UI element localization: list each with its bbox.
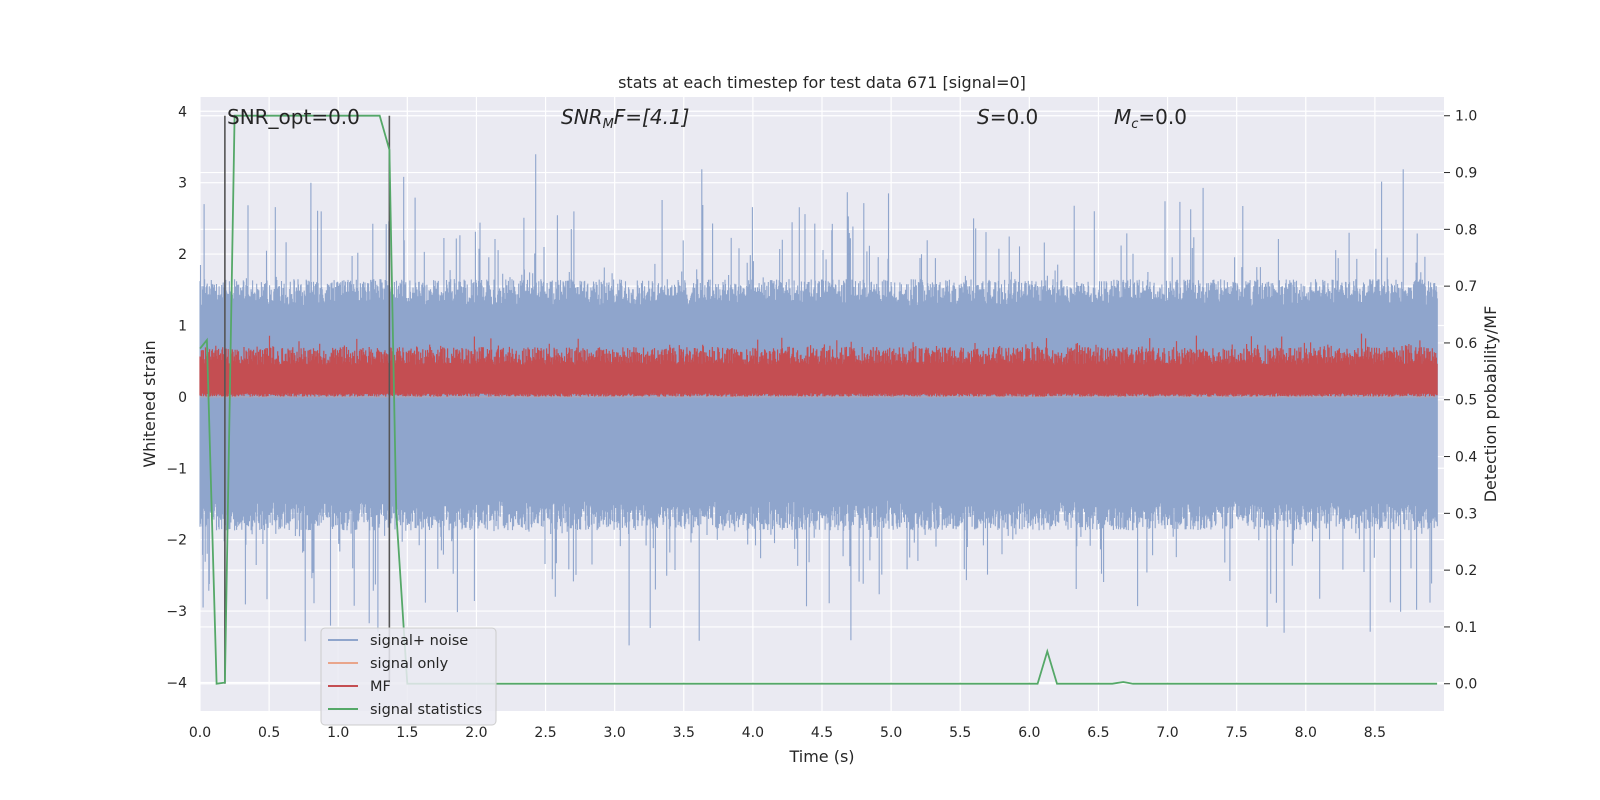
y-tick-label: 2 [178,247,187,263]
y2-tick-label: 0.7 [1455,279,1477,295]
signal-statistics-line [199,114,1438,685]
x-tick-label: 4.5 [811,725,833,741]
vertical-markers [224,115,391,684]
x-tick-label: 6.0 [1018,725,1040,741]
mf-line [199,333,1438,397]
y-axis-left-ticks: 4 3 2 1 0 −1 −2 −3 −4 [166,104,187,691]
y2-tick-label: 0.9 [1455,166,1477,182]
legend: signal+ noise signal only MF signal stat… [320,627,497,726]
legend-label-mf: MF [370,679,391,695]
x-tick-label: 0.5 [258,725,280,741]
annotation-snr-opt: SNR_opt=0.0 [227,105,360,129]
y2-tick-label: 0.5 [1455,393,1477,409]
x-tick-label: 3.0 [604,725,626,741]
x-tick-label: 7.0 [1156,725,1178,741]
y2-axis-label: Detection probability/MF [1481,306,1500,503]
x-tick-label: 5.5 [949,725,971,741]
legend-label-signal-only: signal only [370,656,449,672]
series-mf [199,333,1438,397]
y-tick-label: 1 [178,318,187,334]
legend-label-signal-statistics: signal statistics [370,702,482,718]
y2-tick-label: 0.1 [1455,620,1477,636]
x-tick-label: 4.0 [742,725,764,741]
chart-title: stats at each timestep for test data 671… [618,73,1026,92]
x-axis-ticks: 0.0 0.5 1.0 1.5 2.0 2.5 3.0 3.5 4.0 4.5 5.0 5.5 6.0 6… [189,725,1386,741]
x-tick-label: 0.0 [189,725,211,741]
y-tick-label: −1 [166,461,187,477]
x-tick-label: 2.5 [534,725,556,741]
y2-tick-label: 0.0 [1455,677,1477,693]
x-axis-label: Time (s) [788,747,854,766]
signal-noise-line [199,154,1438,646]
legend-label-signal-noise: signal+ noise [370,633,468,649]
annotation-s: S=0.0 [977,105,1038,129]
y-tick-label: 3 [178,176,187,192]
y-axis-right-ticks: 1.0 0.9 0.8 0.7 0.6 0.5 0.4 0.3 0.2 0.1 0.0 [1444,109,1477,693]
y-tick-label: 0 [178,390,187,406]
y-tick-label: −4 [166,675,187,691]
x-tick-label: 5.0 [880,725,902,741]
x-tick-label: 1.0 [327,725,349,741]
y2-tick-label: 0.2 [1455,563,1477,579]
x-tick-label: 6.5 [1087,725,1109,741]
y-axis-label: Whitened strain [140,340,159,467]
legend-box [320,627,497,726]
x-tick-label: 3.5 [673,725,695,741]
series-signal-noise [199,154,1438,646]
x-tick-label: 1.5 [396,725,418,741]
annotation-snr-mf: SNRMF=[4.1] [561,105,689,132]
x-tick-label: 2.0 [465,725,487,741]
y-tick-label: −3 [166,604,187,620]
x-tick-label: 8.0 [1295,725,1317,741]
annotation-mc: Mc=0.0 [1114,105,1187,132]
y-tick-label: −2 [166,533,187,549]
y2-tick-label: 0.8 [1455,222,1477,238]
y2-tick-label: 0.4 [1455,450,1477,466]
y2-tick-label: 1.0 [1455,109,1477,125]
series-signal-statistics [199,114,1438,685]
x-tick-label: 8.5 [1364,725,1386,741]
y-tick-label: 4 [178,104,187,120]
y2-tick-label: 0.3 [1455,506,1477,522]
y2-tick-label: 0.6 [1455,336,1477,352]
x-tick-label: 7.5 [1226,725,1248,741]
